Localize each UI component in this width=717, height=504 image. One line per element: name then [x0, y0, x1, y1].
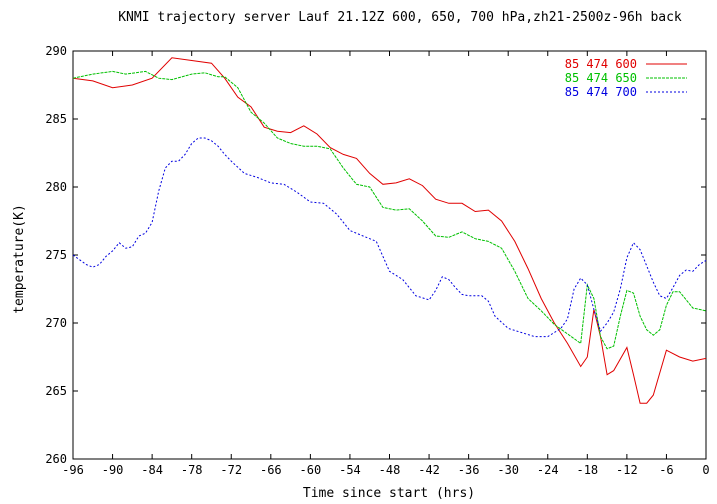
x-tick-label: -54	[339, 463, 361, 477]
y-tick-label: 265	[45, 384, 67, 398]
x-tick-label: -30	[497, 463, 519, 477]
x-tick-label: -90	[102, 463, 124, 477]
x-tick-label: -96	[62, 463, 84, 477]
x-tick-label: -18	[576, 463, 598, 477]
axis-ticks: -96 -90 -84 -78 -72 -66 -60 -54 -48 -42 -36 -30 -24-…	[45, 44, 709, 477]
y-tick-label: 270	[45, 316, 67, 330]
y-tick-label: 280	[45, 180, 67, 194]
y-tick-label: 260	[45, 452, 67, 466]
y-tick-label: 275	[45, 248, 67, 262]
legend-label: 85 474 650	[565, 71, 637, 85]
x-tick-label: -66	[260, 463, 282, 477]
x-tick-label: 0	[702, 463, 709, 477]
series-line-1	[72, 57, 707, 404]
x-tick-label: -12	[616, 463, 638, 477]
x-tick-label: -36	[458, 463, 480, 477]
series-line-3	[72, 137, 707, 338]
x-tick-label: -78	[181, 463, 203, 477]
x-tick-label: -42	[418, 463, 440, 477]
x-tick-label: -60	[300, 463, 322, 477]
x-tick-label: -48	[379, 463, 401, 477]
series-lines	[72, 57, 707, 404]
legend-label: 85 474 700	[565, 85, 637, 99]
x-axis-label: Time since start (hrs)	[303, 486, 475, 501]
y-axis-label: temperature(K)	[12, 204, 27, 314]
plot-area	[72, 50, 707, 460]
x-tick-label: -84	[141, 463, 163, 477]
chart-title: KNMI trajectory server Lauf 21.12Z 600, …	[118, 10, 682, 25]
y-tick-label: 290	[45, 44, 67, 58]
legend-label: 85 474 600	[565, 57, 637, 71]
series-line-2	[72, 70, 707, 350]
plot-frame	[72, 50, 707, 460]
x-tick-label: -24	[537, 463, 559, 477]
y-tick-label: 285	[45, 112, 67, 126]
x-tick-label: -6	[659, 463, 673, 477]
x-tick-label: -72	[220, 463, 242, 477]
